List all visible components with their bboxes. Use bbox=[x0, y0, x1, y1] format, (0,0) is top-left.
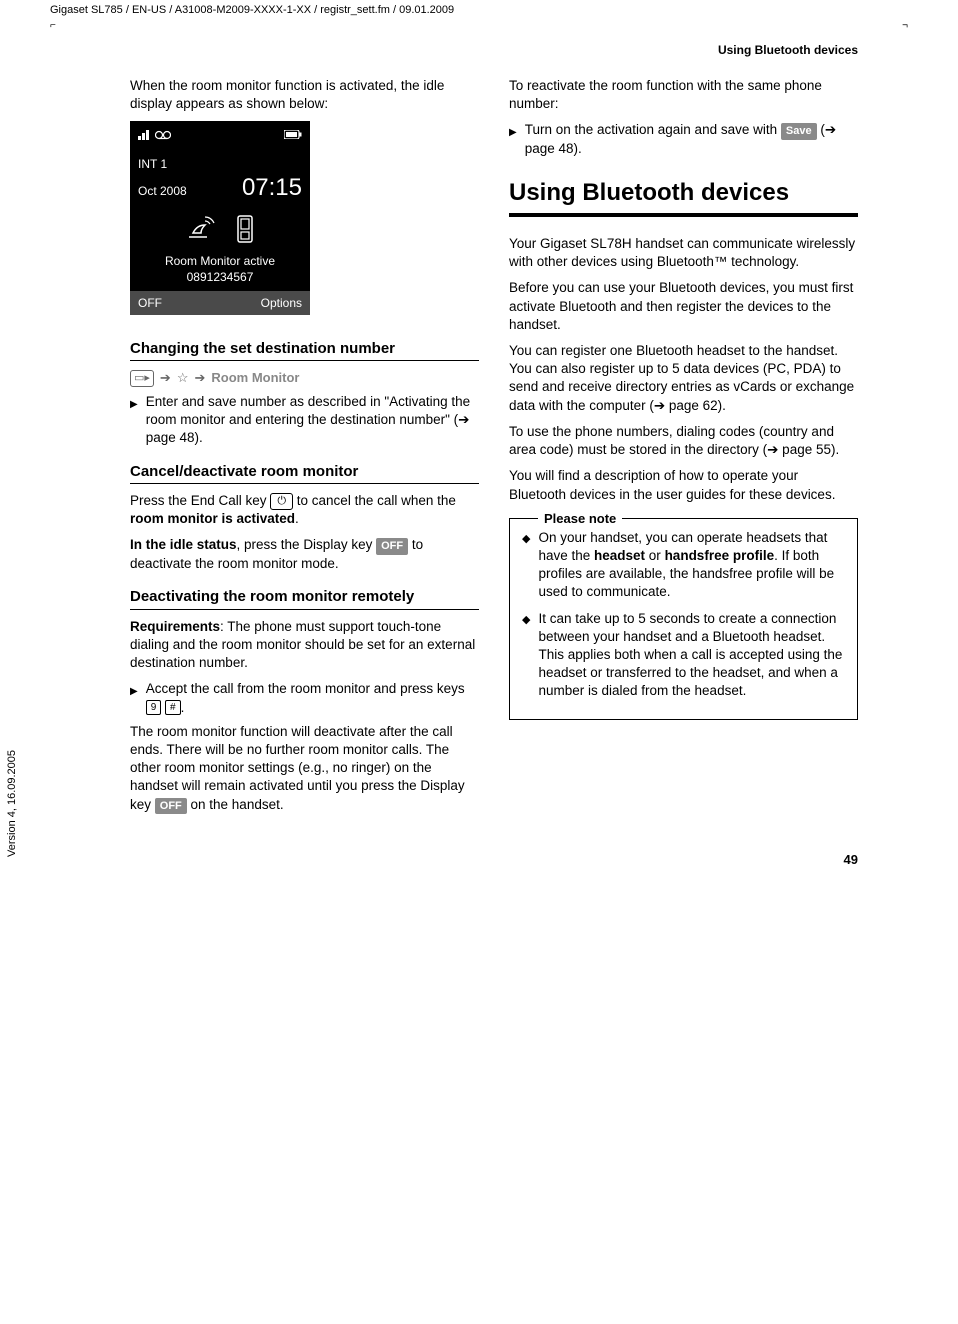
arrow-icon: ➔ bbox=[160, 369, 171, 387]
list-item: Turn on the activation again and save wi… bbox=[509, 121, 858, 158]
doc-header-line: Gigaset SL785 / EN-US / A31008-M2009-XXX… bbox=[0, 0, 958, 18]
key-hash-icon: # bbox=[165, 700, 181, 715]
handset-icon bbox=[237, 212, 253, 243]
off-softkey-label: OFF bbox=[376, 538, 408, 555]
note-box: Please note On your handset, you can ope… bbox=[509, 518, 858, 720]
phone-idle-display: INT 1 Oct 2008 07:15 bbox=[130, 121, 310, 315]
remote-paragraph-2: The room monitor function will deactivat… bbox=[130, 723, 479, 815]
phone-softkey-left: OFF bbox=[138, 295, 162, 311]
intro-paragraph: When the room monitor function is activa… bbox=[130, 77, 479, 113]
right-column: To reactivate the room function with the… bbox=[509, 77, 858, 822]
triangle-bullet-icon bbox=[130, 680, 138, 716]
phone-softkey-right: Options bbox=[261, 295, 302, 311]
remote-requirements: Requirements: The phone must support tou… bbox=[130, 618, 479, 673]
heading-main: Using Bluetooth devices bbox=[509, 177, 858, 217]
note-item-text: On your handset, you can operate headset… bbox=[538, 529, 845, 602]
menu-key-icon: ▭▸ bbox=[130, 370, 154, 387]
page-number: 49 bbox=[130, 852, 858, 867]
note-item-text: It can take up to 5 seconds to create a … bbox=[538, 610, 845, 701]
crop-marks-top: ⌐¬ bbox=[0, 18, 958, 33]
voicemail-icon bbox=[155, 128, 171, 140]
nav-path: ▭▸ ➔ ☆ ➔ Room Monitor bbox=[130, 369, 479, 387]
phone-dest-number: 0891234567 bbox=[138, 269, 302, 285]
bt-paragraph-5: You will find a description of how to op… bbox=[509, 467, 858, 503]
arrow-icon: ➔ bbox=[194, 369, 205, 387]
star-icon: ☆ bbox=[177, 369, 189, 387]
triangle-bullet-icon bbox=[509, 121, 517, 158]
running-head: Using Bluetooth devices bbox=[130, 43, 858, 57]
battery-icon bbox=[284, 127, 302, 142]
bt-paragraph-1: Your Gigaset SL78H handset can communica… bbox=[509, 235, 858, 271]
cancel-paragraph-2: In the idle status, press the Display ke… bbox=[130, 536, 479, 573]
nav-label: Room Monitor bbox=[211, 369, 299, 387]
list-item: Enter and save number as described in "A… bbox=[130, 393, 479, 448]
list-item: Accept the call from the room monitor an… bbox=[130, 680, 479, 716]
end-call-key-icon: ⏻ bbox=[270, 493, 293, 509]
list-item-text: Accept the call from the room monitor an… bbox=[146, 680, 479, 716]
version-footer: Version 4, 16.09.2005 bbox=[6, 750, 18, 857]
note-item: On your handset, you can operate headset… bbox=[522, 529, 845, 602]
list-item-text: Enter and save number as described in "A… bbox=[146, 393, 479, 448]
room-monitor-icon bbox=[187, 212, 237, 243]
cancel-paragraph-1: Press the End Call key ⏻ to cancel the c… bbox=[130, 492, 479, 528]
diamond-bullet-icon bbox=[522, 610, 530, 701]
reactivate-paragraph: To reactivate the room function with the… bbox=[509, 77, 858, 113]
bt-paragraph-2: Before you can use your Bluetooth device… bbox=[509, 279, 858, 334]
heading-change-number: Changing the set destination number bbox=[130, 339, 479, 361]
key-9-icon: 9 bbox=[146, 700, 162, 715]
off-softkey-label: OFF bbox=[155, 798, 187, 815]
signal-icon bbox=[138, 128, 155, 140]
phone-status-line: Room Monitor active bbox=[138, 253, 302, 269]
note-item: It can take up to 5 seconds to create a … bbox=[522, 610, 845, 701]
diamond-bullet-icon bbox=[522, 529, 530, 602]
left-column: When the room monitor function is activa… bbox=[130, 77, 479, 822]
triangle-bullet-icon bbox=[130, 393, 138, 448]
heading-cancel: Cancel/deactivate room monitor bbox=[130, 462, 479, 484]
list-item-text: Turn on the activation again and save wi… bbox=[525, 121, 858, 158]
phone-date: Oct 2008 bbox=[138, 183, 187, 199]
bt-paragraph-3: You can register one Bluetooth headset t… bbox=[509, 342, 858, 415]
save-softkey-label: Save bbox=[781, 123, 817, 140]
bt-paragraph-4: To use the phone numbers, dialing codes … bbox=[509, 423, 858, 459]
heading-remote: Deactivating the room monitor remotely bbox=[130, 587, 479, 609]
phone-time: 07:15 bbox=[242, 172, 302, 204]
note-legend: Please note bbox=[538, 510, 622, 528]
phone-int-label: INT 1 bbox=[138, 156, 302, 172]
